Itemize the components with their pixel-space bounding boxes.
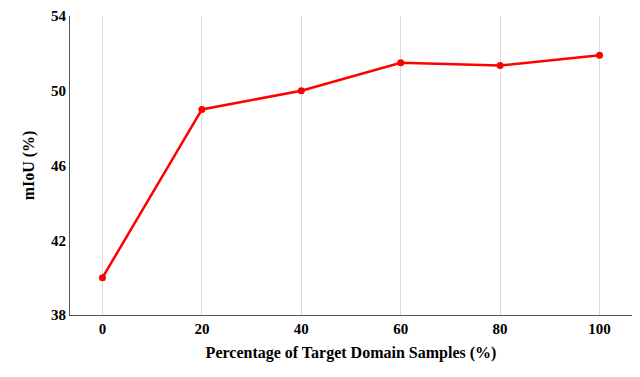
svg-text:0: 0 bbox=[99, 321, 107, 337]
svg-text:38: 38 bbox=[51, 307, 66, 323]
svg-text:100: 100 bbox=[588, 321, 611, 337]
svg-text:80: 80 bbox=[493, 321, 508, 337]
svg-text:20: 20 bbox=[194, 321, 209, 337]
svg-text:mIoU (%): mIoU (%) bbox=[20, 131, 38, 201]
svg-text:50: 50 bbox=[51, 83, 66, 99]
svg-text:60: 60 bbox=[393, 321, 408, 337]
svg-text:46: 46 bbox=[51, 158, 67, 174]
svg-text:54: 54 bbox=[51, 8, 67, 24]
svg-text:40: 40 bbox=[294, 321, 309, 337]
svg-text:Percentage of Target Domain Sa: Percentage of Target Domain Samples (%) bbox=[206, 344, 497, 362]
svg-text:42: 42 bbox=[51, 233, 66, 249]
